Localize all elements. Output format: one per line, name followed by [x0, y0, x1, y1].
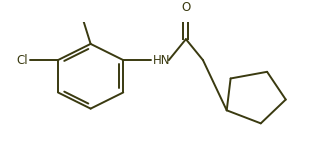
Text: Cl: Cl [17, 54, 28, 67]
Text: O: O [181, 1, 191, 14]
Text: HN: HN [153, 54, 170, 67]
